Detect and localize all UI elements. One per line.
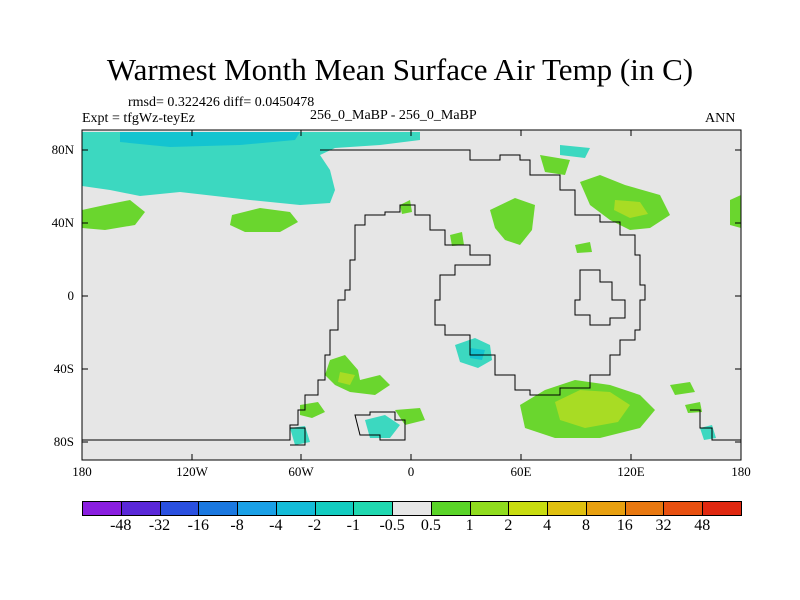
anomaly-arctic-east [560, 145, 590, 158]
coastline-inner-sea [574, 269, 626, 326]
x-tick-label: 60E [510, 464, 532, 479]
anomaly-asia-positive-1 [490, 198, 535, 245]
colorbar-label: 48 [694, 517, 711, 534]
colorbar-swatch [120, 501, 161, 516]
colorbar-label: -48 [110, 517, 132, 534]
coastline-layer [82, 149, 741, 446]
chart-title: Warmest Month Mean Surface Air Temp (in … [106, 52, 694, 87]
x-tick-label: 60W [288, 464, 314, 479]
colorbar-swatch [702, 501, 742, 516]
anomaly-sa-positive [325, 355, 390, 395]
anomaly-npac-positive-2 [230, 208, 298, 232]
anomaly-arctic-negative [82, 132, 420, 205]
y-tick-label: 0 [67, 288, 75, 303]
colorbar-swatch [198, 501, 239, 516]
x-tick-label: 180 [72, 464, 92, 479]
stats-label: rmsd= 0.322426 diff= 0.0450478 [128, 95, 315, 110]
colorbar-label: 1 [465, 517, 474, 534]
anomaly-na-small [400, 200, 412, 214]
y-tick-label: 40N [51, 215, 74, 230]
colorbar-label: 8 [581, 517, 590, 534]
colorbar-swatch [392, 501, 432, 516]
x-tick-label: 120W [176, 464, 208, 479]
anomaly-field-layer [82, 132, 741, 445]
colorbar-label: -16 [187, 517, 209, 534]
colorbar-swatch [547, 501, 587, 516]
y-tick-label: 80N [51, 142, 74, 157]
colorbar-label: 4 [543, 517, 552, 534]
colorbar-label: -1 [346, 517, 361, 534]
coastline-pangea [82, 149, 646, 441]
colorbar-swatch [237, 501, 277, 516]
colorbar-swatch [159, 501, 200, 516]
colorbar-swatch [663, 501, 704, 516]
colorbar-label: -8 [230, 517, 244, 534]
colorbar-swatch [508, 501, 549, 516]
anomaly-sa-core [338, 372, 355, 385]
colorbar-swatch [314, 501, 355, 516]
colorbar-label: 2 [504, 517, 513, 534]
anomaly-asia-small [575, 242, 592, 253]
anomaly-europe-small [450, 232, 464, 246]
colorbar-swatch [430, 501, 471, 516]
colorbar-label: 16 [616, 517, 633, 534]
colorbar-label: -4 [269, 517, 283, 534]
colorbar-swatch [82, 501, 122, 516]
coastline-antarctic [354, 411, 406, 441]
anomaly-arctic-core [120, 132, 300, 147]
anomaly-antarctic-positive [395, 408, 425, 425]
comparison-label: 256_0_MaBP - 256_0_MaBP [310, 108, 477, 123]
season-label: ANN [705, 111, 736, 126]
colorbar-label: -0.5 [379, 517, 405, 534]
colorbar-label: 32 [655, 517, 672, 534]
colorbar-swatch [624, 501, 665, 516]
anomaly-antarctic-negative-2 [365, 415, 400, 438]
axis-ticks [81, 130, 742, 460]
anomaly-asia-positive-3 [540, 155, 570, 175]
anomaly-atlantic-positive [300, 402, 325, 418]
colorbar-label: -2 [307, 517, 322, 534]
colorbar-swatch [275, 501, 316, 516]
colorbar-swatch [353, 501, 394, 516]
y-tick-label: 80S [53, 434, 74, 449]
anomaly-indian-core [470, 348, 485, 360]
anomaly-so-core [555, 390, 630, 428]
x-tick-label: 0 [407, 464, 415, 479]
x-tick-label: 120E [617, 464, 645, 479]
y-tick-label: 40S [53, 361, 74, 376]
colorbar-swatch [585, 501, 626, 516]
colorbar-label: 0.5 [420, 517, 441, 534]
anomaly-npac-positive [82, 200, 145, 230]
coastline-antarctic-east [690, 409, 741, 441]
anomaly-asia-positive-4 [730, 195, 741, 228]
colorbar-label: -32 [148, 517, 171, 534]
x-tick-label: 180 [731, 464, 751, 479]
anomaly-so-east [670, 382, 695, 395]
coastline-small-island [290, 427, 306, 446]
experiment-label: Expt = tfgWz-teyEz [82, 111, 195, 126]
anomaly-asia-core [614, 200, 648, 218]
colorbar-swatch [469, 501, 510, 516]
